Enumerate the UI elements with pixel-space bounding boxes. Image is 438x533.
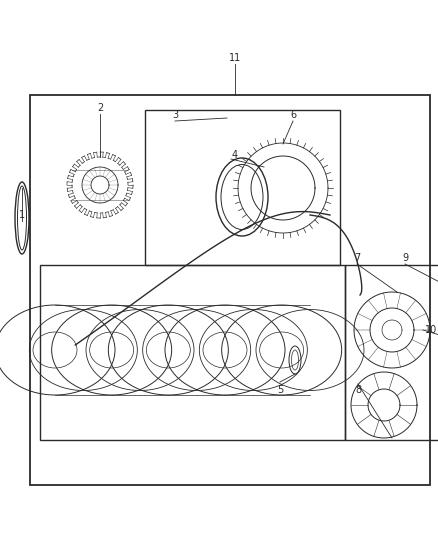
Bar xyxy=(145,110,340,265)
Text: 4: 4 xyxy=(232,150,238,160)
Bar xyxy=(30,95,430,485)
Bar xyxy=(40,265,345,440)
Bar xyxy=(345,265,438,440)
Text: 3: 3 xyxy=(172,110,178,120)
Text: 5: 5 xyxy=(277,385,283,395)
Text: 2: 2 xyxy=(97,103,103,113)
Text: 8: 8 xyxy=(355,385,361,395)
Text: 7: 7 xyxy=(354,253,360,263)
Text: 9: 9 xyxy=(402,253,408,263)
Text: 1: 1 xyxy=(19,210,25,220)
Text: 11: 11 xyxy=(229,53,241,63)
Text: 10: 10 xyxy=(425,325,437,335)
Text: 6: 6 xyxy=(290,110,296,120)
